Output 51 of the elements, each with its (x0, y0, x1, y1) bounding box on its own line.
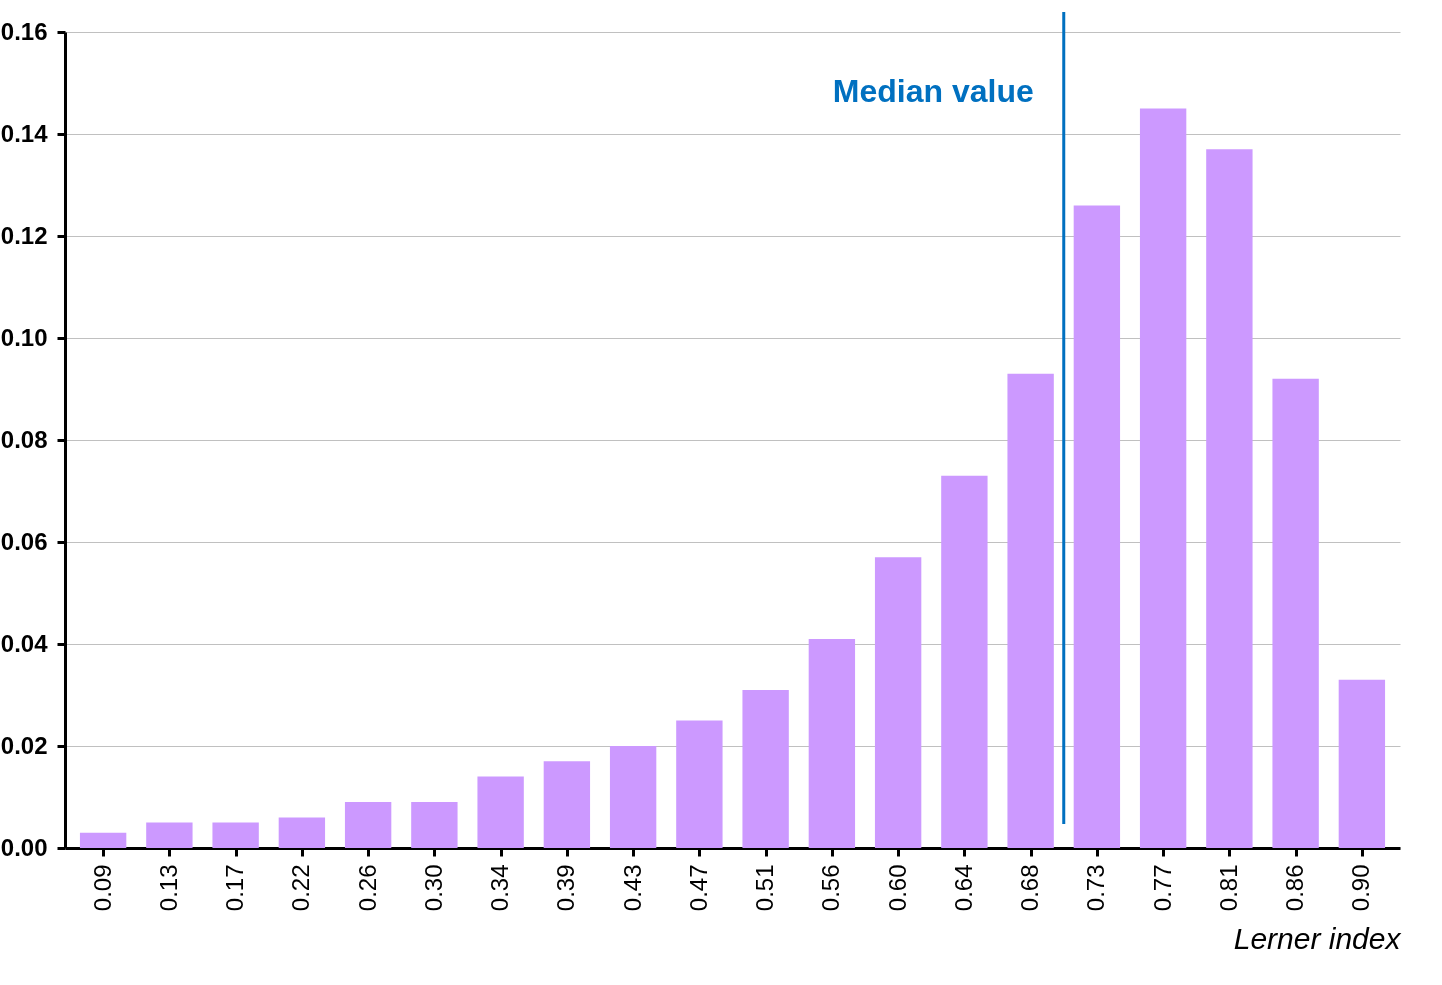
bar (941, 475, 988, 848)
bar (344, 802, 392, 848)
y-tick-label: 0.14 (0, 119, 49, 147)
y-tick-label: 0.06 (0, 527, 48, 555)
y-tick-label: 0.12 (0, 221, 48, 249)
bar (1139, 108, 1187, 848)
x-tick-label: 0.22 (287, 864, 315, 912)
x-tick-label: 0.39 (552, 864, 580, 912)
bar (146, 822, 193, 848)
bar (676, 720, 723, 848)
x-tick-label: 0.34 (486, 864, 514, 912)
x-tick-label: 0.77 (1148, 864, 1176, 912)
annotation: Median value (832, 73, 1034, 109)
bar (874, 557, 922, 848)
bar (742, 689, 789, 848)
y-tick-label: 0.02 (0, 731, 48, 759)
x-tick-label: 0.60 (883, 864, 911, 912)
x-tick-label: 0.26 (353, 864, 381, 912)
bar (808, 638, 856, 848)
y-tick-label: 0.04 (0, 629, 49, 657)
bar (411, 802, 458, 848)
bar (1272, 378, 1319, 848)
x-tick-label: 0.17 (221, 864, 249, 912)
bar (1338, 679, 1386, 848)
bar (1206, 149, 1253, 848)
bar (1007, 373, 1054, 848)
x-tick-label: 0.13 (154, 864, 182, 912)
bar (543, 761, 591, 848)
x-tick-label: 0.51 (751, 864, 779, 912)
x-tick-label: 0.30 (419, 864, 447, 912)
bar (79, 832, 127, 848)
x-tick-label: 0.86 (1281, 864, 1309, 912)
x-tick-label: 0.73 (1082, 864, 1110, 912)
y-tick-label: 0.10 (0, 323, 48, 351)
x-tick-label: 0.47 (684, 864, 712, 912)
x-tick-label: 0.56 (817, 864, 845, 912)
x-tick-label: 0.09 (88, 864, 116, 912)
x-tick-label: 0.68 (1016, 864, 1044, 912)
y-tick-label: 0.08 (0, 425, 48, 453)
x-tick-label: 0.64 (949, 864, 977, 912)
bar (477, 776, 524, 848)
bar (1073, 205, 1121, 848)
x-axis-title: Lerner index (1233, 922, 1402, 956)
bar (278, 817, 326, 848)
y-tick-label: 0.00 (0, 833, 48, 861)
x-tick-label: 0.90 (1347, 864, 1375, 912)
y-tick-label: 0.16 (0, 17, 48, 45)
x-tick-label: 0.43 (618, 864, 646, 912)
bar (212, 822, 259, 848)
bar (609, 746, 657, 848)
x-tick-label: 0.81 (1214, 864, 1242, 912)
